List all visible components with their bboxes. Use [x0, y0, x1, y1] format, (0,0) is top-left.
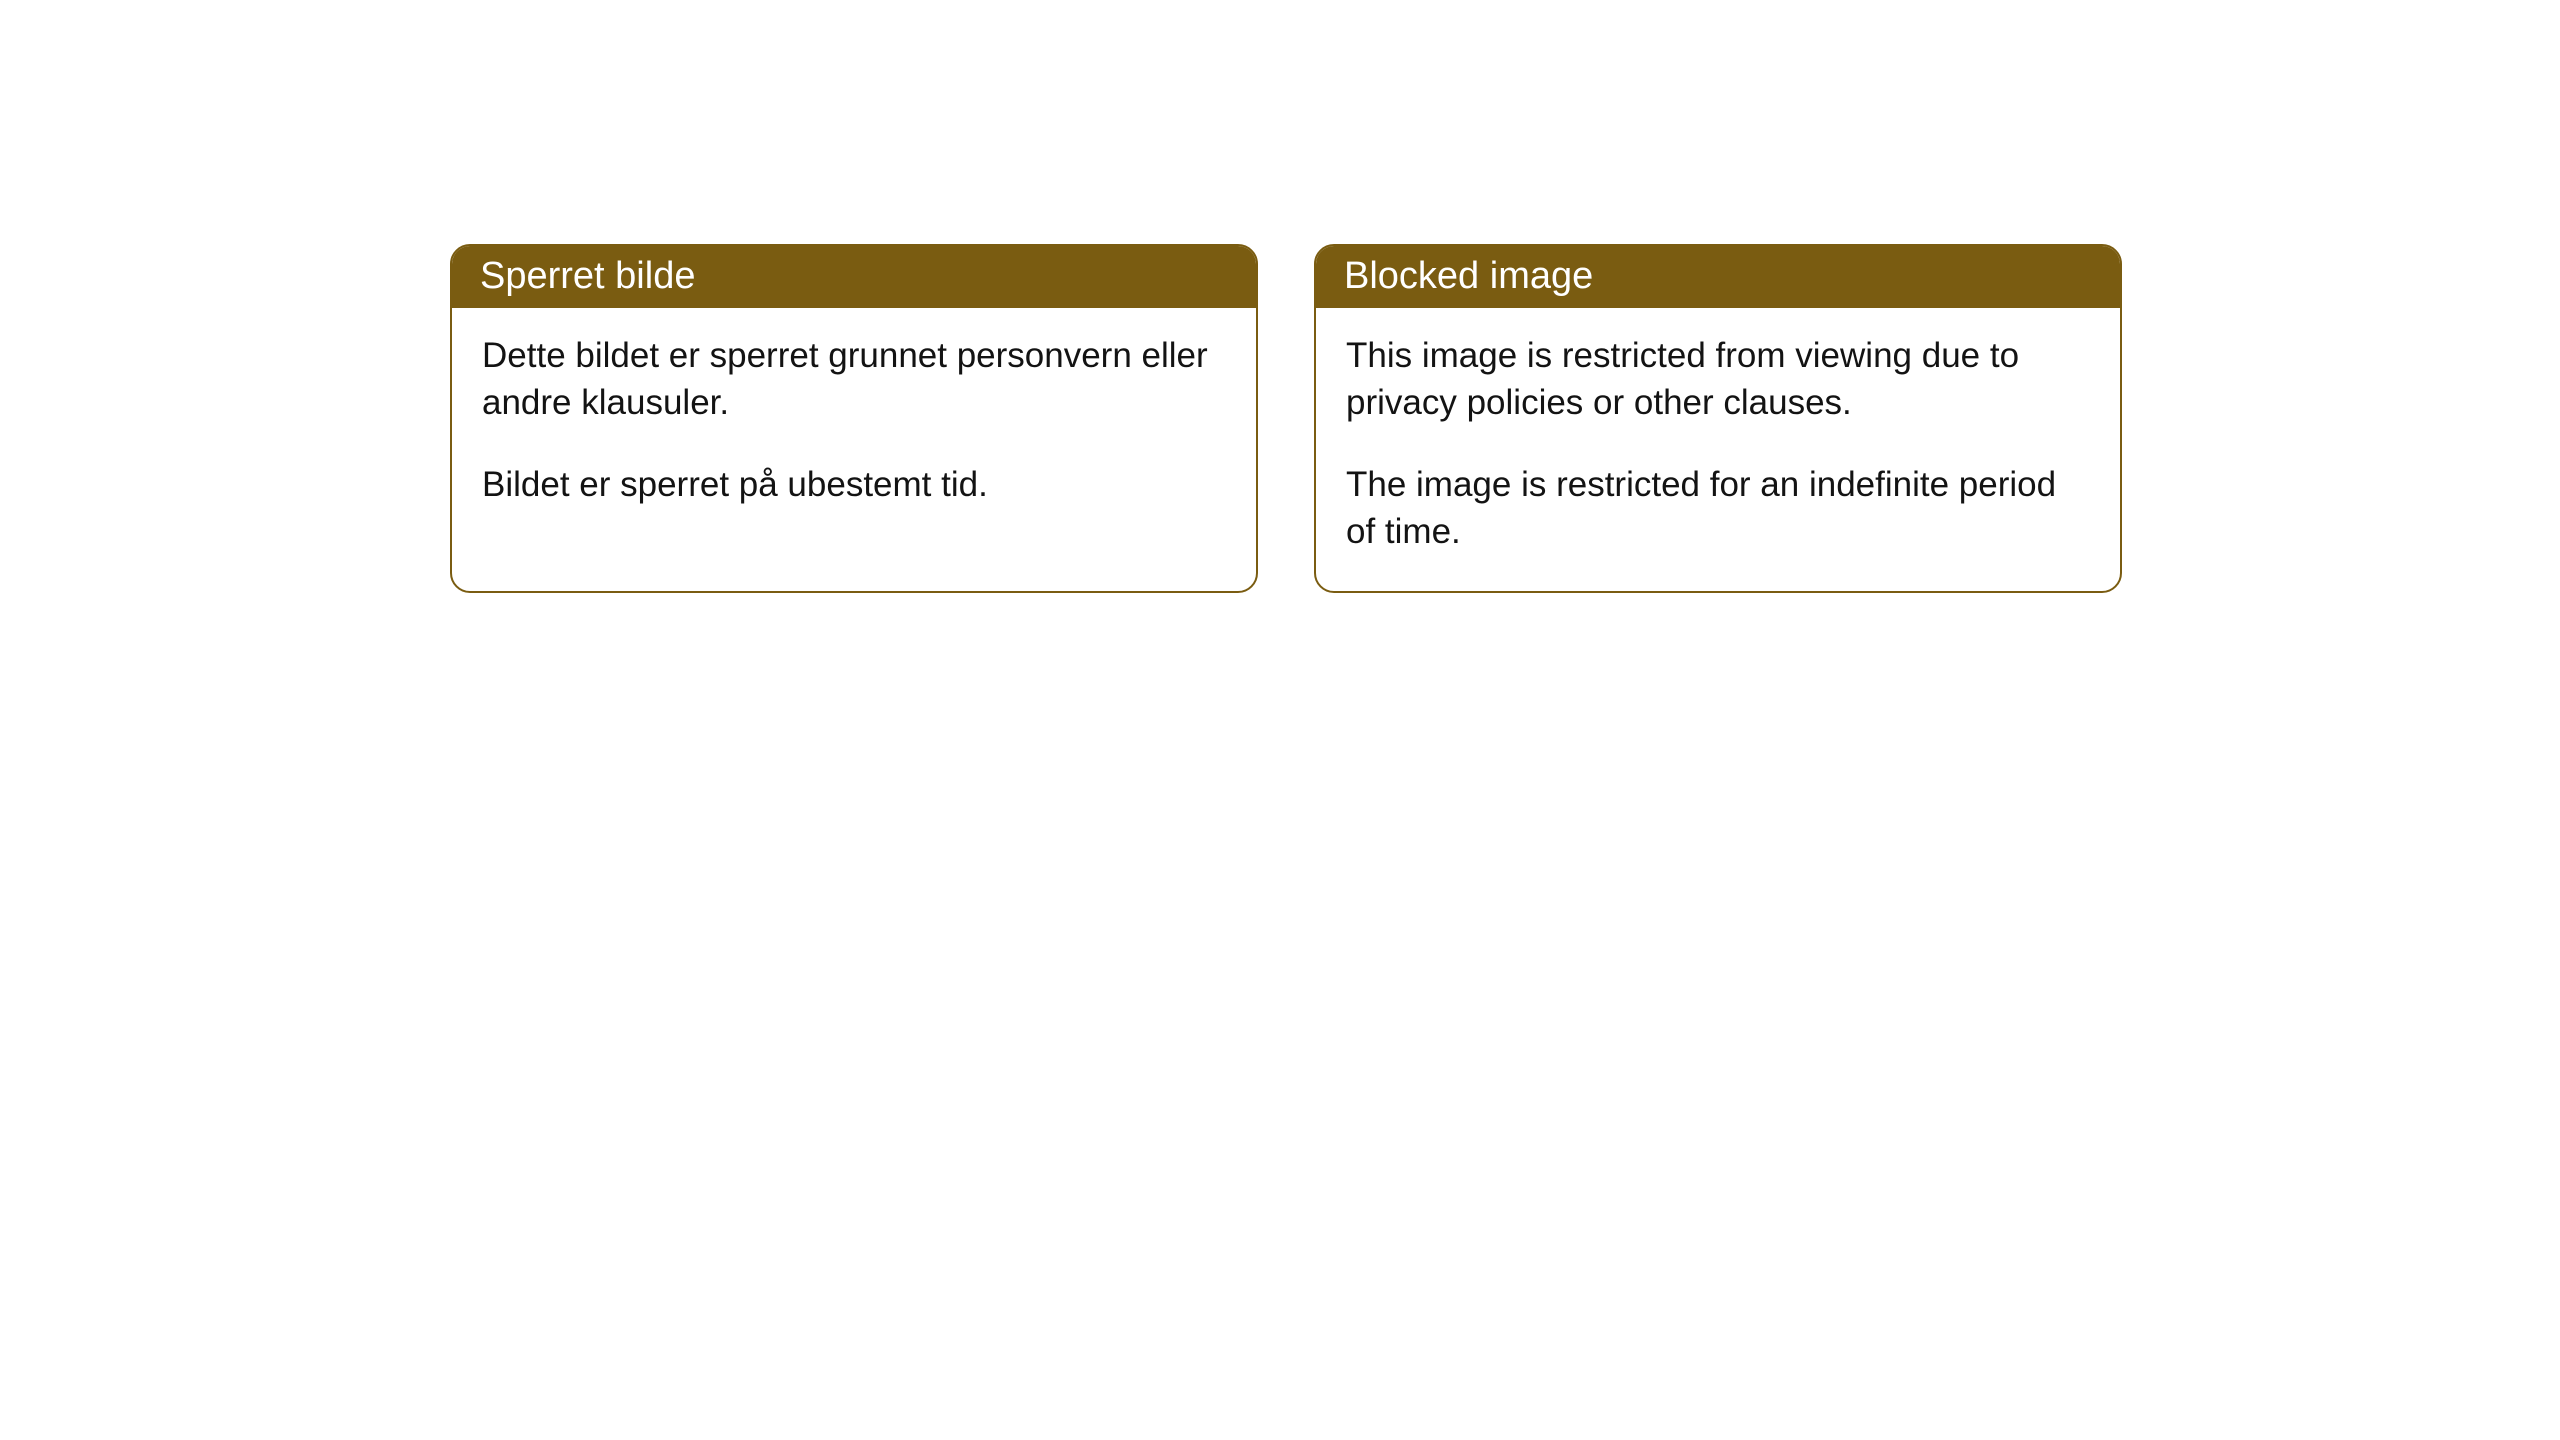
card-title: Sperret bilde	[480, 255, 695, 297]
notice-card-english: Blocked image This image is restricted f…	[1314, 244, 2122, 593]
card-title: Blocked image	[1344, 255, 1593, 297]
card-header-english: Blocked image	[1316, 246, 2120, 308]
notice-card-norwegian: Sperret bilde Dette bildet er sperret gr…	[450, 244, 1258, 593]
card-text-line-2: The image is restricted for an indefinit…	[1346, 461, 2090, 556]
card-text-line-2: Bildet er sperret på ubestemt tid.	[482, 461, 1226, 508]
notice-cards-container: Sperret bilde Dette bildet er sperret gr…	[450, 244, 2122, 593]
card-body-norwegian: Dette bildet er sperret grunnet personve…	[452, 308, 1256, 591]
card-header-norwegian: Sperret bilde	[452, 246, 1256, 308]
card-body-english: This image is restricted from viewing du…	[1316, 308, 2120, 591]
card-text-line-1: Dette bildet er sperret grunnet personve…	[482, 332, 1226, 427]
card-text-line-1: This image is restricted from viewing du…	[1346, 332, 2090, 427]
